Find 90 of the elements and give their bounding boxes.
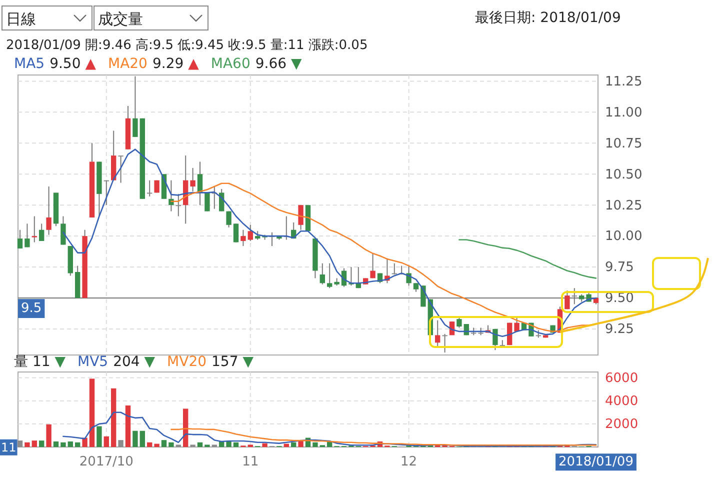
bar bbox=[262, 443, 268, 447]
candlestick bbox=[24, 223, 30, 248]
x-tick-label: 2017/10 bbox=[79, 454, 134, 470]
bar bbox=[46, 424, 52, 447]
text: MA20 bbox=[108, 56, 148, 72]
line-series bbox=[62, 412, 597, 447]
y-tick-label: 9.25 bbox=[605, 322, 634, 338]
chart-title: 最後日期: 2018/01/09 bbox=[475, 10, 621, 26]
bar bbox=[154, 444, 160, 447]
bar bbox=[118, 440, 124, 447]
bar bbox=[284, 444, 289, 447]
candlestick bbox=[226, 210, 232, 228]
text: MV5 bbox=[78, 354, 108, 370]
candlestick bbox=[442, 333, 448, 354]
x-tick-label: 11 bbox=[242, 454, 259, 470]
y-tick-label: 10.25 bbox=[605, 198, 642, 214]
bar bbox=[68, 441, 73, 447]
candlestick bbox=[204, 192, 210, 212]
text: 9.29 ▲ bbox=[152, 56, 200, 72]
candlestick bbox=[456, 317, 462, 328]
line-series bbox=[170, 428, 597, 446]
y-tick-label: 11.00 bbox=[605, 105, 642, 120]
candlestick bbox=[298, 204, 304, 230]
candlestick bbox=[370, 252, 376, 279]
y-tick-label: 2000 bbox=[605, 417, 638, 432]
bar bbox=[140, 430, 145, 447]
chart-subtitle: 2018/01/09 開:9.46 高:9.5 低:9.45 收:9.5 量:11 漲跌:0.05 bbox=[6, 37, 368, 53]
candlestick bbox=[60, 216, 66, 246]
line-series bbox=[458, 239, 597, 279]
bar bbox=[17, 440, 23, 447]
candlestick bbox=[17, 229, 23, 249]
candlestick bbox=[514, 316, 520, 332]
annotation: 157 ▼ bbox=[212, 354, 254, 370]
text: MA60 bbox=[210, 56, 250, 72]
candlestick bbox=[327, 262, 332, 289]
text: MV20 bbox=[167, 354, 207, 370]
candlestick bbox=[248, 224, 253, 242]
bar bbox=[312, 442, 318, 447]
candlestick bbox=[435, 320, 440, 348]
y-tick-label: 6000 bbox=[605, 370, 638, 386]
candlestick bbox=[39, 223, 44, 242]
text: MA5 bbox=[14, 56, 45, 72]
text: 成交量 bbox=[98, 10, 143, 28]
candlestick bbox=[190, 167, 196, 192]
bar bbox=[132, 430, 138, 447]
candlestick bbox=[46, 186, 52, 236]
annotation: 量 11 ▼ bbox=[14, 354, 66, 370]
x-tick-label: 2018/01/09 bbox=[558, 454, 634, 470]
candlestick bbox=[132, 76, 138, 138]
bar bbox=[226, 441, 232, 447]
bar bbox=[24, 442, 30, 447]
candlestick bbox=[233, 223, 239, 243]
bar bbox=[32, 440, 37, 447]
candlestick bbox=[147, 180, 152, 197]
candlestick bbox=[240, 229, 246, 246]
bar bbox=[291, 442, 296, 447]
y-tick-label: 4000 bbox=[605, 394, 638, 410]
candlestick bbox=[320, 262, 325, 285]
bar bbox=[104, 436, 109, 447]
bar bbox=[125, 405, 131, 447]
bar bbox=[197, 442, 203, 447]
bar bbox=[233, 442, 239, 447]
bar bbox=[96, 426, 102, 447]
bar bbox=[75, 442, 80, 447]
candlestick bbox=[176, 193, 181, 217]
y-tick-label: 10.75 bbox=[605, 136, 642, 152]
y-tick-label: 9.75 bbox=[605, 260, 634, 276]
candlestick bbox=[118, 155, 124, 184]
text: 日線 bbox=[6, 10, 36, 28]
y-tick-label: 10.50 bbox=[605, 167, 642, 182]
y-tick-label: 11.25 bbox=[605, 74, 642, 90]
annotation: 204 ▼ bbox=[113, 354, 156, 370]
candlestick bbox=[32, 216, 37, 243]
bar bbox=[53, 441, 59, 447]
x-tick-label: 12 bbox=[400, 454, 418, 470]
bar bbox=[168, 442, 174, 447]
bar bbox=[298, 441, 304, 447]
bar bbox=[60, 442, 66, 447]
candlestick bbox=[104, 180, 109, 206]
bar bbox=[89, 378, 95, 447]
text: 9.50 ▲ bbox=[50, 56, 96, 72]
bar bbox=[147, 442, 152, 447]
bar bbox=[111, 388, 116, 447]
candlestick bbox=[392, 262, 397, 275]
text: 9.66 ▼ bbox=[255, 56, 302, 72]
y-tick-label: 10.00 bbox=[605, 229, 642, 244]
ref-line-label: 9.5 bbox=[21, 301, 42, 316]
bar bbox=[39, 440, 44, 447]
bar bbox=[161, 440, 167, 447]
annotation: 11 bbox=[1, 440, 16, 454]
